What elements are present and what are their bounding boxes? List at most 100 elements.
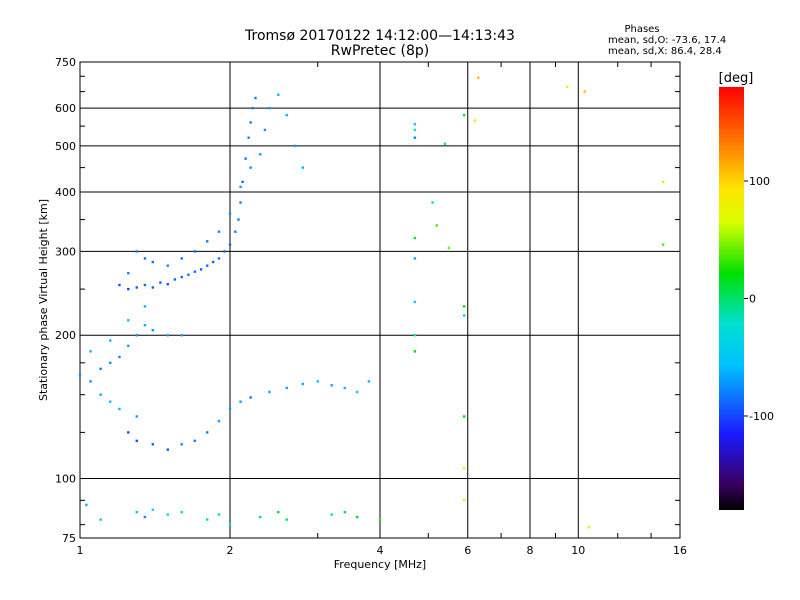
data-point — [228, 212, 232, 215]
chart-title: Tromsø 20170122 14:12:00—14:13:43 — [244, 28, 515, 44]
phases-x-mode-stats: mean, sd,X: 86.4, 28.4 — [608, 46, 722, 57]
data-point — [127, 344, 130, 348]
data-point — [166, 264, 169, 267]
data-point — [443, 142, 447, 145]
data-point — [447, 246, 451, 250]
data-point — [293, 144, 297, 148]
y-tick-label: 600 — [55, 102, 76, 115]
colorbar-label: [deg] — [719, 71, 754, 86]
data-point — [166, 513, 169, 516]
data-point — [259, 515, 262, 519]
data-point — [135, 510, 138, 514]
data-point — [249, 166, 252, 169]
x-tick-label: 2 — [227, 544, 234, 557]
data-point — [330, 384, 333, 387]
data-point — [151, 508, 155, 511]
data-point — [413, 350, 417, 353]
data-point — [462, 305, 466, 308]
data-point — [413, 128, 417, 132]
data-point — [477, 76, 480, 79]
data-point — [109, 400, 112, 403]
data-point — [277, 93, 280, 96]
data-point — [237, 218, 240, 221]
plot-area — [78, 61, 681, 539]
data-point — [343, 386, 347, 390]
phases-heading: Phases — [624, 24, 659, 35]
data-point — [223, 250, 226, 253]
data-point — [118, 407, 121, 411]
data-point — [99, 393, 102, 396]
data-point — [143, 283, 147, 287]
data-point — [263, 128, 267, 132]
data-point — [166, 448, 169, 451]
data-point — [355, 515, 359, 519]
data-point — [99, 518, 102, 521]
data-point — [166, 334, 169, 337]
colorbar-tick-label: 0 — [749, 293, 756, 306]
data-point — [135, 334, 138, 337]
data-point — [135, 286, 138, 289]
x-tick-label: 6 — [464, 544, 471, 557]
data-point — [211, 260, 215, 264]
data-point — [413, 334, 417, 337]
data-point — [99, 367, 102, 371]
phases-o-mode-stats: mean, sd,O: -73.6, 17.4 — [608, 35, 726, 46]
data-point — [343, 510, 347, 514]
data-point — [89, 350, 92, 353]
data-point — [151, 328, 155, 332]
data-point — [355, 390, 359, 394]
data-point — [135, 415, 138, 418]
data-point — [109, 361, 112, 365]
data-point — [661, 180, 665, 184]
data-point — [249, 121, 252, 124]
x-tick-label: 1 — [77, 544, 84, 557]
data-point — [462, 314, 466, 317]
data-point — [151, 286, 155, 289]
data-point — [143, 305, 147, 308]
data-point — [109, 339, 112, 342]
data-point — [565, 85, 569, 89]
data-point — [251, 106, 254, 110]
data-point — [205, 240, 209, 243]
data-point — [228, 243, 232, 246]
data-point — [143, 257, 147, 260]
y-tick-label: 300 — [55, 245, 76, 258]
data-point — [127, 319, 130, 322]
data-point — [193, 439, 197, 443]
data-point — [151, 443, 155, 446]
data-point — [228, 523, 232, 526]
data-point — [217, 230, 221, 233]
data-point — [239, 185, 242, 189]
x-tick-label: 8 — [527, 544, 534, 557]
y-tick-label: 400 — [55, 186, 76, 199]
data-point — [413, 257, 417, 260]
data-point — [85, 503, 88, 507]
y-axis-label: Stationary phase Virtual Height [km] — [37, 199, 50, 401]
data-point — [587, 526, 591, 529]
y-tick-label: 750 — [55, 56, 76, 69]
data-point — [193, 270, 197, 273]
colorbar-ticks: 100 0 -100 — [744, 175, 774, 423]
y-tick-labels: 75 100 200 300 400 500 600 750 — [55, 56, 76, 545]
data-point — [301, 382, 305, 386]
data-point — [249, 396, 252, 399]
data-point — [277, 510, 280, 514]
data-point — [462, 415, 466, 418]
data-point — [259, 153, 262, 156]
minor-ticks — [80, 62, 680, 538]
data-point — [135, 439, 138, 443]
data-point — [127, 431, 130, 434]
data-point — [118, 355, 121, 359]
y-tick-label: 500 — [55, 140, 76, 153]
data-point — [180, 334, 183, 337]
data-point — [127, 272, 130, 275]
data-point — [316, 380, 319, 383]
data-points — [78, 76, 665, 529]
data-point — [413, 236, 417, 240]
data-point — [205, 518, 209, 521]
data-point — [135, 250, 138, 253]
data-point — [151, 260, 155, 264]
data-point — [301, 166, 305, 169]
